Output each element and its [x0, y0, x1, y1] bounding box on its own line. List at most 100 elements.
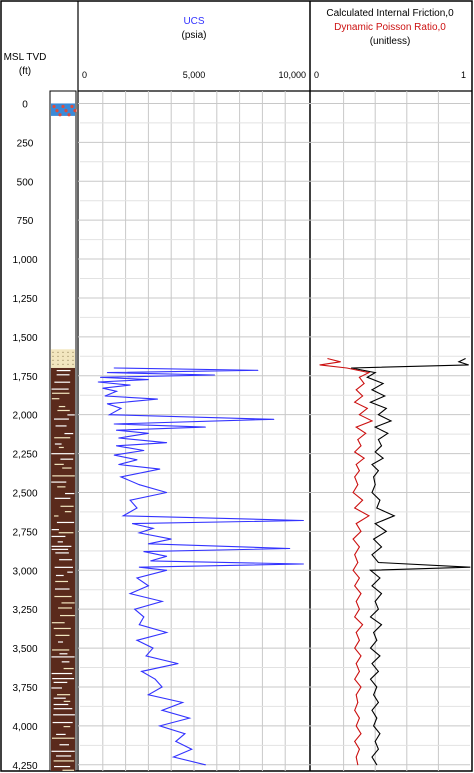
- lithology-shale-streak: [63, 725, 71, 728]
- poisson-curve-point: [360, 733, 362, 735]
- ucs-curve-point: [118, 463, 120, 465]
- lithology-interval-sand: [51, 349, 75, 368]
- ucs-curve-point: [131, 523, 133, 525]
- lithology-shale-streak: [56, 369, 71, 372]
- friction-curve-point: [371, 663, 373, 665]
- ucs-curve-point: [113, 367, 115, 369]
- lithology-shale-streak: [55, 574, 64, 577]
- lithology-sand-dot: [57, 363, 59, 365]
- lithology-shale-streak: [53, 418, 69, 420]
- poisson-curve-point: [355, 663, 357, 665]
- friction-curve-point: [371, 389, 373, 391]
- friction-curve-point: [382, 457, 384, 459]
- poisson-curve-point: [355, 756, 357, 758]
- x-tick-labels: 0 5,000 10,000 0 1: [82, 70, 466, 80]
- lithology-shale-streak: [53, 760, 75, 762]
- lithology-shale-streak: [59, 559, 73, 561]
- poisson-curve-point: [358, 414, 360, 416]
- poisson-curve-point: [363, 383, 365, 385]
- depth-tick-label: 3,750: [12, 683, 37, 694]
- friction-curve-point: [377, 702, 379, 704]
- poisson-curve-point: [357, 561, 359, 563]
- poisson-curve-point: [354, 585, 356, 587]
- ucs-curve-point: [147, 585, 149, 587]
- depth-tick-label: 1,500: [12, 333, 37, 344]
- lithology-sand-dot: [67, 359, 69, 361]
- ucs-curve-point: [152, 527, 154, 529]
- ucs-curve-point: [129, 499, 131, 501]
- lithology-shale-streak: [58, 532, 74, 534]
- ucs-curve-point: [166, 442, 168, 444]
- depth-axis-unit: (ft): [19, 66, 31, 77]
- friction-curve-point: [379, 577, 381, 579]
- lithology-shale-streak: [54, 515, 59, 517]
- lithology-mixed-dot: [61, 104, 65, 109]
- friction-curve-point: [377, 470, 379, 472]
- lithology-shale-streak: [67, 571, 73, 573]
- friction-curve-point: [369, 647, 371, 649]
- lithology-shale-streak: [53, 765, 71, 768]
- lithology-shale-streak: [65, 492, 75, 495]
- log-curves: [97, 358, 471, 766]
- poisson-curve-point: [360, 686, 362, 688]
- depth-tick-label: 2,750: [12, 527, 37, 538]
- lithology-sand-dot: [62, 363, 64, 365]
- lithology-shale-streak: [53, 714, 75, 716]
- friction-curve-point: [390, 420, 392, 422]
- friction-curve-point: [377, 670, 379, 672]
- lithology-sand-dot: [57, 355, 59, 357]
- friction-curve-point: [369, 569, 371, 571]
- lithology-shale-streak: [54, 497, 71, 499]
- ucs-curve-point: [134, 608, 136, 610]
- ucs-curve-point: [143, 551, 145, 553]
- right-grid: [310, 91, 470, 771]
- ucs-curve-point: [166, 491, 168, 493]
- ucs-curve-point: [138, 484, 140, 486]
- lithology-shale-streak: [53, 627, 71, 630]
- poisson-curve-point: [360, 530, 362, 532]
- ucs-curve-point: [214, 374, 216, 376]
- lithology-sand-dot: [67, 351, 69, 353]
- ucs-curve-point: [109, 414, 111, 416]
- ucs-curve-point: [170, 538, 172, 540]
- poisson-curve-point: [362, 499, 364, 501]
- friction-curve-point: [469, 566, 471, 568]
- friction-curve-point: [377, 608, 379, 610]
- poisson-curve-point: [319, 364, 321, 366]
- lithology-shale-streak: [57, 641, 64, 643]
- ucs-curve-point: [166, 569, 168, 571]
- friction-curve-point: [371, 554, 373, 556]
- poisson-curve-point: [355, 463, 357, 465]
- friction-curve-point: [381, 593, 383, 595]
- lithology-shale-streak: [51, 388, 69, 390]
- poisson-curve-point: [357, 702, 359, 704]
- ucs-curve-point: [138, 532, 140, 534]
- poisson-curve-point: [358, 639, 360, 641]
- ucs-curve-point: [204, 764, 206, 766]
- lithology-shale-streak: [51, 398, 60, 400]
- lithology-shale-streak: [58, 405, 66, 408]
- lithology-shale-streak: [52, 475, 75, 477]
- ucs-curve-point: [138, 624, 140, 626]
- friction-curve-point: [374, 523, 376, 525]
- lithology-shale-streak: [63, 667, 74, 670]
- ucs-curve-point: [147, 543, 149, 545]
- friction-curve-point: [379, 499, 381, 501]
- depth-tick-label: 2,250: [12, 450, 37, 461]
- ucs-curve-point: [188, 717, 190, 719]
- ucs-curve-point: [120, 476, 122, 478]
- poisson-curve-point: [352, 538, 354, 540]
- right-x-tick-label: 1: [461, 70, 466, 80]
- friction-curve-point: [377, 414, 379, 416]
- lithology-sand-dot: [57, 359, 59, 361]
- ucs-curve-point: [97, 381, 99, 383]
- friction-curve-point: [373, 725, 375, 727]
- depth-tick-label: 3,250: [12, 605, 37, 616]
- depth-tick-label: 1,000: [12, 255, 37, 266]
- lithology-sand-dot: [52, 351, 54, 353]
- ucs-curve-point: [166, 555, 168, 557]
- friction-curve-point: [376, 764, 378, 766]
- ucs-curve-point: [113, 423, 115, 425]
- ucs-curve-point: [106, 403, 108, 405]
